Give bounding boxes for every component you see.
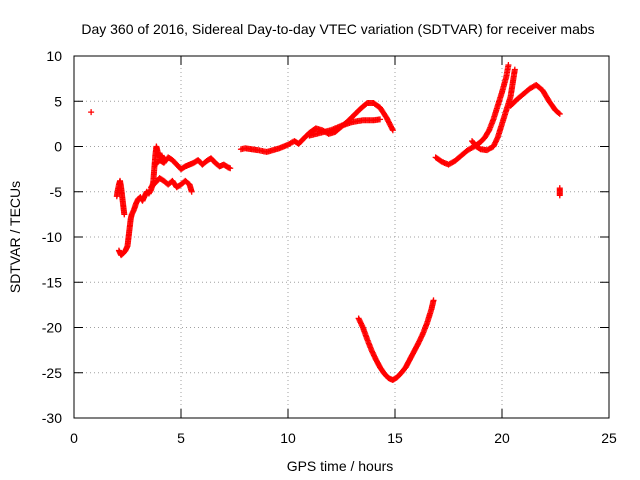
marker-morning-upper xyxy=(227,165,234,172)
marker-v-dip xyxy=(430,297,437,304)
marker-evening-tail xyxy=(555,110,562,117)
marker-evening-lower xyxy=(511,66,518,73)
marker-evening-tail xyxy=(556,110,563,117)
marker-early-drop xyxy=(121,211,128,218)
y-tick-label: 0 xyxy=(54,139,62,155)
x-tick-label: 10 xyxy=(280,430,296,446)
x-tick-label: 5 xyxy=(177,430,185,446)
x-tick-label: 20 xyxy=(494,430,510,446)
x-axis-label: GPS time / hours xyxy=(287,458,394,474)
marker-morning-lower xyxy=(188,188,195,195)
marker-evening xyxy=(505,62,512,69)
y-tick-label: -5 xyxy=(50,184,63,200)
marker-late-points xyxy=(556,192,563,199)
y-tick-label: -30 xyxy=(42,410,62,426)
chart-title: Day 360 of 2016, Sidereal Day-to-day VTE… xyxy=(81,21,594,37)
marker-midday-flat xyxy=(377,116,384,123)
y-tick-label: -25 xyxy=(42,365,62,381)
x-tick-label: 25 xyxy=(601,430,617,446)
y-tick-label: -10 xyxy=(42,229,62,245)
marker-midday xyxy=(389,127,396,134)
data-markers xyxy=(88,62,563,383)
x-tick-label: 0 xyxy=(70,430,78,446)
axis-ticks xyxy=(73,55,610,419)
x-tick-label: 15 xyxy=(387,430,403,446)
grid-lines xyxy=(74,56,609,418)
y-tick-label: 10 xyxy=(46,48,62,64)
y-tick-label: -20 xyxy=(42,320,62,336)
y-axis-label: SDTVAR / TECUs xyxy=(7,181,23,293)
marker-isolated-start xyxy=(88,109,95,116)
y-tick-label: 5 xyxy=(54,93,62,109)
y-tick-label: -15 xyxy=(42,274,62,290)
tick-labels: 0 5 10 15 20 25 -30 -25 -20 -15 -10 -5 0 5 10 xyxy=(42,48,617,446)
